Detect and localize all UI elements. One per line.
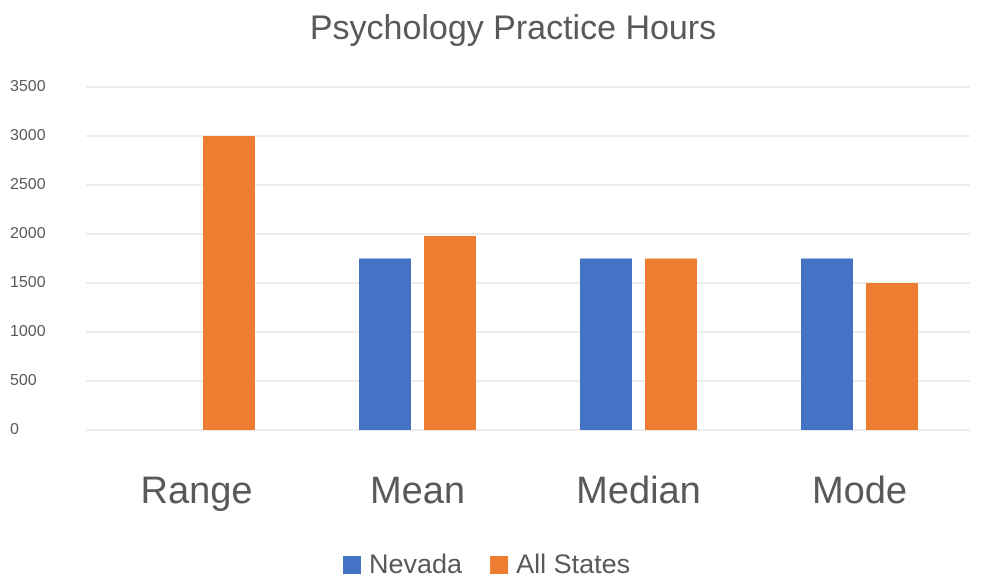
bar	[580, 258, 632, 430]
bar	[866, 283, 918, 430]
y-tick-label: 3000	[10, 127, 46, 144]
x-tick-label: Mode	[812, 470, 907, 512]
bar	[645, 258, 697, 430]
bar	[801, 258, 853, 430]
bar	[359, 258, 411, 430]
y-tick-label: 0	[10, 421, 19, 438]
bar	[203, 136, 255, 430]
legend-swatch	[343, 556, 361, 574]
y-tick-label: 1000	[10, 323, 46, 340]
y-tick-label: 2000	[10, 225, 46, 242]
x-tick-label: Median	[576, 470, 701, 512]
x-tick-label: Mean	[370, 470, 465, 512]
chart-title: Psychology Practice Hours	[310, 9, 716, 47]
y-tick-label: 2500	[10, 176, 46, 193]
y-tick-label: 3500	[10, 78, 46, 95]
x-tick-label: Range	[141, 470, 253, 512]
y-tick-label: 1500	[10, 274, 46, 291]
legend-swatch	[490, 556, 509, 574]
legend-label: Nevada	[369, 549, 463, 579]
legend-label: All States	[516, 549, 630, 579]
y-tick-label: 500	[10, 372, 37, 389]
bar	[424, 235, 476, 430]
